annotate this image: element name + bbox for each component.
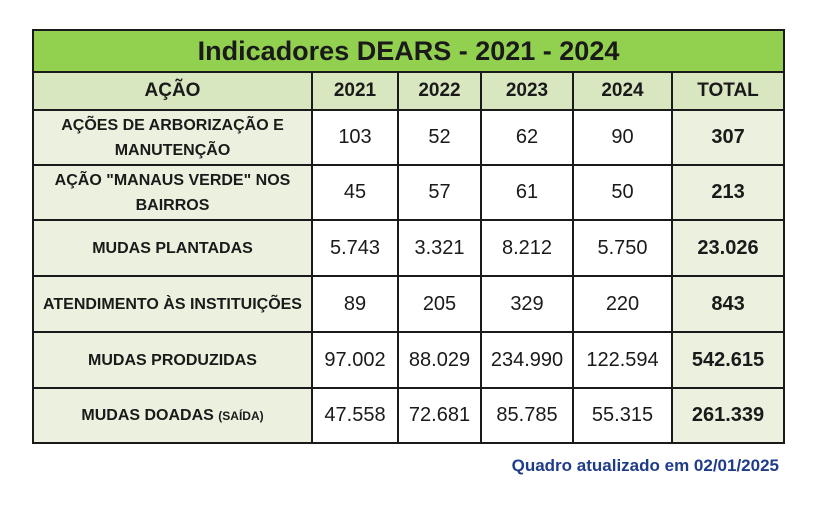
cell-2024: 122.594 (572, 331, 673, 389)
cell-2022: 57 (397, 164, 482, 221)
cell-total: 261.339 (670, 387, 786, 444)
cell-total: 213 (670, 164, 786, 221)
cell-total: 843 (670, 275, 786, 333)
cell-2023: 329 (480, 275, 574, 333)
table-title: Indicadores DEARS - 2021 - 2024 (31, 29, 786, 73)
header-2021: 2021 (311, 71, 399, 111)
cell-2023: 8.212 (480, 219, 574, 277)
table-row: MUDAS DOADAS (SAÍDA) 47.558 72.681 85.78… (32, 387, 786, 444)
action-line-1: AÇÃO "MANAUS VERDE" NOS (54, 171, 291, 189)
row-action-label: AÇÃO "MANAUS VERDE" NOS BAIRROS (32, 164, 313, 221)
cell-2023: 85.785 (480, 387, 574, 444)
cell-2024: 55.315 (572, 387, 673, 444)
cell-2024: 90 (572, 109, 673, 166)
cell-2022: 72.681 (397, 387, 482, 444)
row-action-label: MUDAS PRODUZIDAS (32, 331, 313, 389)
cell-2024: 5.750 (572, 219, 673, 277)
cell-2021: 97.002 (311, 331, 399, 389)
cell-2022: 3.321 (397, 219, 482, 277)
header-total: TOTAL (670, 71, 786, 111)
cell-total: 542.615 (670, 331, 786, 389)
cell-2021: 103 (311, 109, 399, 166)
header-action: AÇÃO (32, 71, 313, 111)
cell-2021: 47.558 (311, 387, 399, 444)
action-line-2: MANUTENÇÃO (114, 141, 231, 159)
table-row: ATENDIMENTO ÀS INSTITUIÇÕES 89 205 329 2… (32, 275, 786, 333)
cell-2022: 52 (397, 109, 482, 166)
cell-2021: 45 (311, 164, 399, 221)
action-line-1: AÇÕES DE ARBORIZAÇÃO E (61, 116, 284, 134)
row-action-label: MUDAS DOADAS (SAÍDA) (32, 387, 313, 444)
table-row: AÇÕES DE ARBORIZAÇÃO E MANUTENÇÃO 103 52… (32, 109, 786, 166)
row-action-label: MUDAS PLANTADAS (32, 219, 313, 277)
update-note: Quadro atualizado em 02/01/2025 (511, 456, 779, 475)
cell-total: 23.026 (670, 219, 786, 277)
header-2024: 2024 (572, 71, 673, 111)
cell-2021: 89 (311, 275, 399, 333)
cell-2023: 234.990 (480, 331, 574, 389)
cell-2023: 61 (480, 164, 574, 221)
action-main: MUDAS DOADAS (81, 406, 214, 424)
table-row: AÇÃO "MANAUS VERDE" NOS BAIRROS 45 57 61… (32, 164, 786, 221)
indicators-table: Indicadores DEARS - 2021 - 2024 AÇÃO 202… (31, 29, 786, 444)
action-suffix: (SAÍDA) (218, 408, 264, 423)
cell-2022: 205 (397, 275, 482, 333)
cell-total: 307 (670, 109, 786, 166)
cell-2021: 5.743 (311, 219, 399, 277)
header-2023: 2023 (480, 71, 574, 111)
action-line-2: BAIRROS (135, 196, 210, 214)
header-2022: 2022 (397, 71, 482, 111)
cell-2024: 50 (572, 164, 673, 221)
table-row: MUDAS PLANTADAS 5.743 3.321 8.212 5.750 … (32, 219, 786, 277)
row-action-label: ATENDIMENTO ÀS INSTITUIÇÕES (32, 275, 313, 333)
table-row: MUDAS PRODUZIDAS 97.002 88.029 234.990 1… (32, 331, 786, 389)
cell-2023: 62 (480, 109, 574, 166)
cell-2024: 220 (572, 275, 673, 333)
row-action-label: AÇÕES DE ARBORIZAÇÃO E MANUTENÇÃO (32, 109, 313, 166)
cell-2022: 88.029 (397, 331, 482, 389)
